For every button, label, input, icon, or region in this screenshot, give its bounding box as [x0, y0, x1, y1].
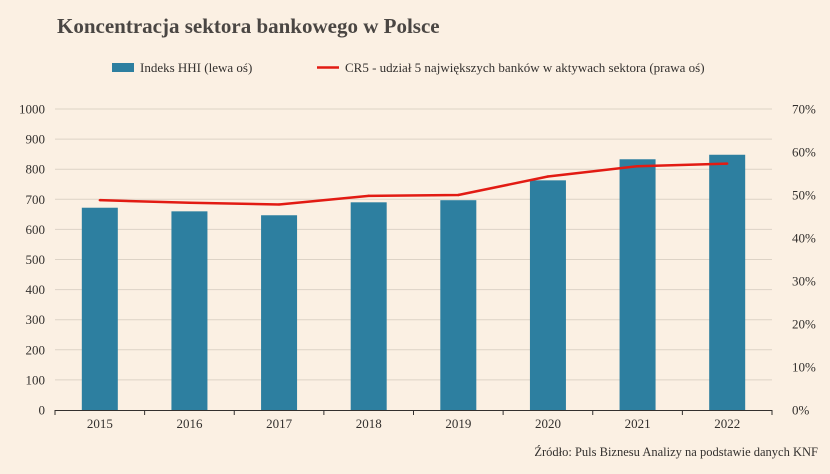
line-point: [188, 201, 191, 204]
left-tick-label: 600: [26, 222, 46, 237]
x-tick-label: 2015: [87, 416, 113, 431]
line-point: [277, 203, 281, 206]
left-tick-label: 400: [26, 282, 46, 297]
bar: [171, 211, 208, 410]
left-tick-label: 800: [26, 162, 46, 177]
line-point: [457, 193, 460, 197]
source-note: Źródło: Puls Biznesu Analizy na podstawi…: [534, 445, 818, 459]
x-axis: 2015 2016 2017 2018 2019 2020 2021 2022: [54, 410, 773, 431]
chart-title: Koncentracja sektora bankowego w Polsce: [57, 14, 440, 38]
line-point: [367, 194, 370, 198]
legend-line-label: CR5 - udział 5 największych banków w akt…: [345, 60, 705, 75]
x-tick-label: 2019: [445, 416, 471, 431]
legend: Indeks HHI (lewa oś) CR5 - udział 5 najw…: [112, 60, 705, 75]
right-axis-ticks: 0% 10% 20% 30% 40% 50% 60% 70%: [792, 102, 816, 418]
left-tick-label: 300: [26, 312, 46, 327]
right-tick-label: 0%: [792, 403, 810, 418]
line-point: [636, 164, 639, 168]
bar: [81, 207, 118, 410]
line-point: [725, 162, 729, 165]
bar: [261, 215, 298, 410]
line-point: [98, 198, 102, 202]
right-tick-label: 30%: [792, 274, 816, 289]
left-tick-label: 1000: [19, 102, 45, 117]
left-axis-ticks: 0 100 200 300 400 500 600 700 800 900 1000: [19, 102, 45, 418]
left-tick-label: 100: [26, 372, 46, 387]
bar: [350, 202, 387, 410]
gridlines: [55, 108, 772, 381]
right-tick-label: 70%: [792, 102, 816, 117]
left-tick-label: 0: [39, 403, 46, 418]
left-tick-label: 500: [26, 252, 46, 267]
line-series: [98, 162, 729, 206]
line-point: [546, 175, 550, 178]
x-tick-label: 2021: [625, 416, 651, 431]
right-tick-label: 20%: [792, 317, 816, 332]
x-tick-label: 2022: [714, 416, 740, 431]
x-tick-label: 2018: [356, 416, 382, 431]
x-tick-label: 2016: [176, 416, 203, 431]
right-tick-label: 50%: [792, 188, 816, 203]
legend-bar-swatch: [112, 63, 134, 72]
bar: [440, 200, 477, 410]
x-tick-label: 2020: [535, 416, 561, 431]
bar: [619, 159, 656, 410]
right-tick-label: 40%: [792, 231, 816, 246]
left-tick-label: 200: [26, 342, 46, 357]
bar-series: [81, 154, 746, 410]
cr5-line: [99, 162, 728, 206]
bar: [529, 180, 566, 410]
left-tick-label: 900: [26, 132, 46, 147]
right-tick-label: 10%: [792, 360, 816, 375]
bar: [709, 154, 746, 410]
left-tick-label: 700: [26, 192, 46, 207]
legend-bar-label: Indeks HHI (lewa oś): [140, 60, 252, 75]
right-tick-label: 60%: [792, 145, 816, 160]
x-tick-label: 2017: [266, 416, 293, 431]
